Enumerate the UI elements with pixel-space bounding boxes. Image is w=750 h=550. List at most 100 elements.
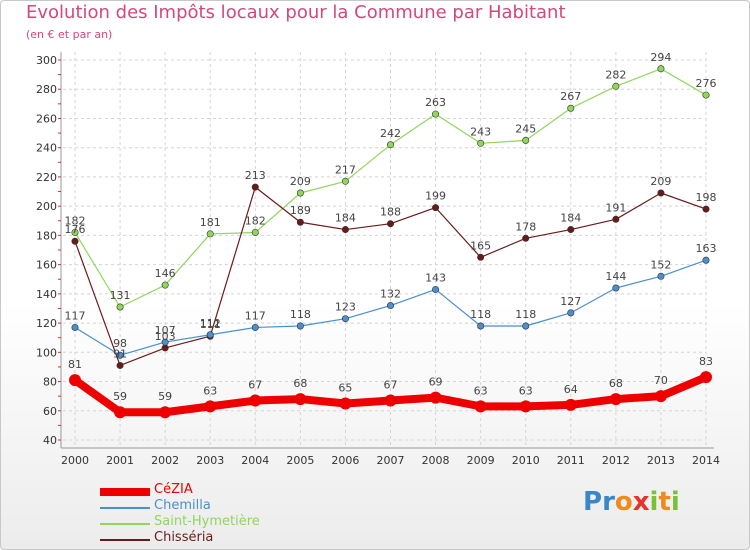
data-label: 294 — [650, 51, 671, 64]
legend-swatch — [100, 539, 150, 541]
legend-label: Chemilla — [154, 498, 211, 513]
data-point — [386, 302, 394, 310]
data-label: 245 — [515, 122, 536, 135]
data-label: 144 — [605, 270, 626, 283]
data-label: 213 — [245, 169, 266, 182]
data-label: 98 — [113, 337, 127, 350]
data-label: 263 — [425, 96, 446, 109]
x-tick-label: 2005 — [286, 454, 314, 467]
data-point — [251, 323, 259, 331]
data-label: 181 — [200, 216, 221, 229]
data-label: 112 — [200, 317, 221, 330]
data-point — [702, 256, 710, 264]
x-tick-label: 2013 — [647, 454, 675, 467]
data-point — [296, 218, 304, 226]
y-tick-label: 140 — [36, 288, 57, 301]
data-label: 107 — [155, 324, 176, 337]
data-point — [657, 65, 665, 73]
data-label: 68 — [609, 377, 623, 390]
data-label: 68 — [293, 377, 307, 390]
data-point — [386, 220, 394, 228]
legend-swatch — [100, 488, 150, 496]
data-point — [206, 230, 214, 238]
proxiti-logo: Proxiti — [583, 487, 680, 517]
logo-letter: t — [658, 487, 671, 517]
data-point — [71, 237, 79, 245]
x-tick-label: 2008 — [422, 454, 450, 467]
data-point — [477, 139, 485, 147]
x-tick-label: 2007 — [377, 454, 405, 467]
x-tick-label: 2000 — [61, 454, 89, 467]
data-label: 118 — [470, 308, 491, 321]
data-label: 64 — [564, 383, 578, 396]
data-point — [474, 400, 487, 413]
legend-label: Chisséria — [154, 530, 214, 545]
data-point — [116, 361, 124, 369]
data-label: 189 — [290, 204, 311, 217]
data-point — [114, 406, 127, 419]
data-label: 242 — [380, 127, 401, 140]
data-label: 118 — [290, 308, 311, 321]
data-point — [339, 397, 352, 410]
logo-letter: P — [583, 487, 603, 517]
data-point — [654, 390, 667, 403]
data-label: 123 — [335, 301, 356, 314]
data-point — [206, 331, 214, 339]
data-label: 117 — [65, 309, 86, 322]
data-label: 199 — [425, 190, 446, 203]
y-tick-label: 240 — [36, 142, 57, 155]
data-point — [294, 393, 307, 406]
data-label: 188 — [380, 206, 401, 219]
data-point — [519, 400, 532, 413]
data-point — [432, 204, 440, 212]
y-tick-label: 180 — [36, 229, 57, 242]
data-label: 143 — [425, 271, 446, 284]
data-label: 67 — [384, 379, 398, 392]
data-point — [522, 322, 530, 330]
data-label: 184 — [560, 212, 581, 225]
y-tick-label: 260 — [36, 112, 57, 125]
data-point — [564, 398, 577, 411]
data-point — [477, 253, 485, 261]
legend-swatch — [100, 523, 150, 525]
data-point — [609, 393, 622, 406]
data-point — [700, 371, 712, 384]
y-tick-label: 200 — [36, 200, 57, 213]
data-point — [159, 406, 172, 419]
data-label: 91 — [113, 347, 127, 360]
x-tick-label: 2004 — [241, 454, 269, 467]
y-tick-label: 220 — [36, 171, 57, 184]
data-point — [69, 374, 81, 387]
legend-swatch — [100, 507, 150, 509]
data-label: 131 — [110, 289, 131, 302]
x-tick-label: 2010 — [512, 454, 540, 467]
data-point — [341, 177, 349, 185]
data-label: 267 — [560, 90, 581, 103]
y-tick-label: 120 — [36, 317, 57, 330]
data-label: 165 — [470, 239, 491, 252]
data-label: 65 — [338, 381, 352, 394]
data-point — [116, 303, 124, 311]
data-point — [657, 189, 665, 197]
logo-letter: r — [602, 487, 615, 517]
data-label: 111 — [200, 318, 221, 331]
data-point — [702, 91, 710, 99]
x-tick-label: 2012 — [602, 454, 630, 467]
data-label: 67 — [248, 379, 262, 392]
x-tick-label: 2014 — [692, 454, 720, 467]
data-point — [204, 400, 217, 413]
legend-label: Saint-Hymetière — [154, 514, 260, 529]
data-point — [341, 226, 349, 234]
y-tick-label: 40 — [43, 434, 57, 447]
data-point — [522, 136, 530, 144]
data-point — [567, 226, 575, 234]
data-label: 69 — [429, 376, 443, 389]
logo-letter: i — [649, 487, 659, 517]
data-point — [702, 205, 710, 213]
data-point — [612, 82, 620, 90]
data-point — [71, 228, 79, 236]
data-label: 63 — [203, 384, 217, 397]
data-point — [432, 285, 440, 293]
data-point — [384, 394, 397, 407]
